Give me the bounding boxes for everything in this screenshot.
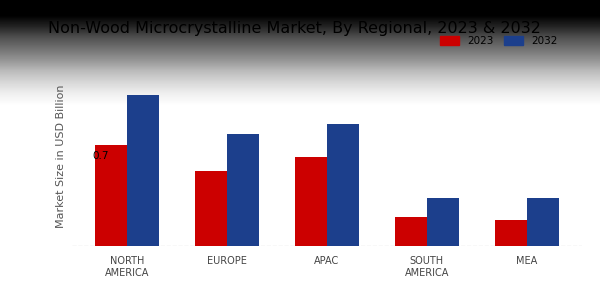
Bar (195, 171, 227, 246)
Y-axis label: Market Size in USD Billion: Market Size in USD Billion (56, 84, 67, 228)
Legend: 2023, 2032: 2023, 2032 (436, 32, 562, 50)
Bar (327, 124, 359, 246)
Bar (495, 220, 527, 246)
Text: Non-Wood Microcrystalline Market, By Regional, 2023 & 2032: Non-Wood Microcrystalline Market, By Reg… (48, 21, 541, 36)
Bar (95, 145, 127, 246)
Bar (527, 199, 559, 246)
Bar (227, 134, 259, 246)
Bar (427, 199, 459, 246)
Bar (295, 157, 327, 246)
Bar (127, 95, 159, 246)
Text: 0.7: 0.7 (92, 151, 109, 161)
Bar (395, 217, 427, 246)
